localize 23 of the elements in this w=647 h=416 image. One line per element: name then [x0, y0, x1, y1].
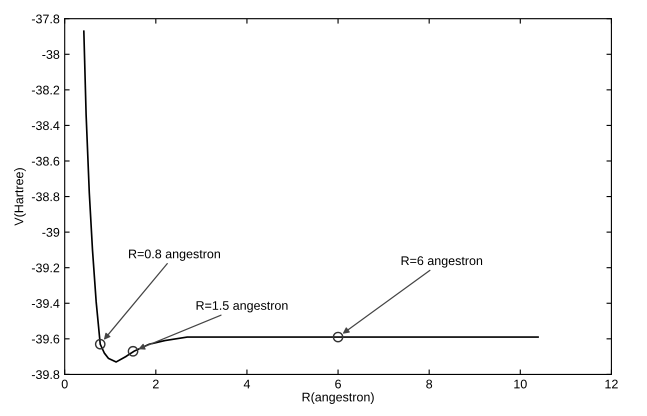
x-tick-label: 0: [62, 380, 68, 388]
y-tick-label: -39.8: [32, 370, 60, 380]
x-tick-label: 10: [514, 380, 527, 388]
y-tick-label: -39.6: [32, 334, 60, 344]
annotation: R=1.5 angestron: [196, 301, 288, 312]
y-tick-label: -37.8: [32, 14, 60, 24]
x-tick-label: 8: [426, 380, 432, 388]
y-tick-label: -38.6: [32, 156, 60, 166]
y-tick-label: -38.4: [32, 121, 60, 130]
y-tick-label: -39.4: [32, 299, 60, 308]
y-tick-label: -38: [42, 50, 60, 59]
x-tick-label: 12: [605, 380, 618, 388]
y-tick-label: -39: [42, 228, 60, 237]
y-tick-label: -38.2: [32, 86, 60, 95]
annotation: R=0.8 angestron: [129, 250, 220, 261]
annotation: R=6 angestron: [402, 256, 482, 268]
x-tick-label: 6: [335, 380, 341, 388]
x-axis-title: R(angestron): [302, 392, 374, 404]
y-tick-label: -39.2: [32, 263, 60, 272]
x-tick-label: 4: [244, 380, 250, 388]
y-tick-label: -38.8: [32, 192, 60, 202]
y-axis-title: V(Hartree): [14, 168, 26, 226]
x-tick-label: 2: [152, 380, 159, 388]
